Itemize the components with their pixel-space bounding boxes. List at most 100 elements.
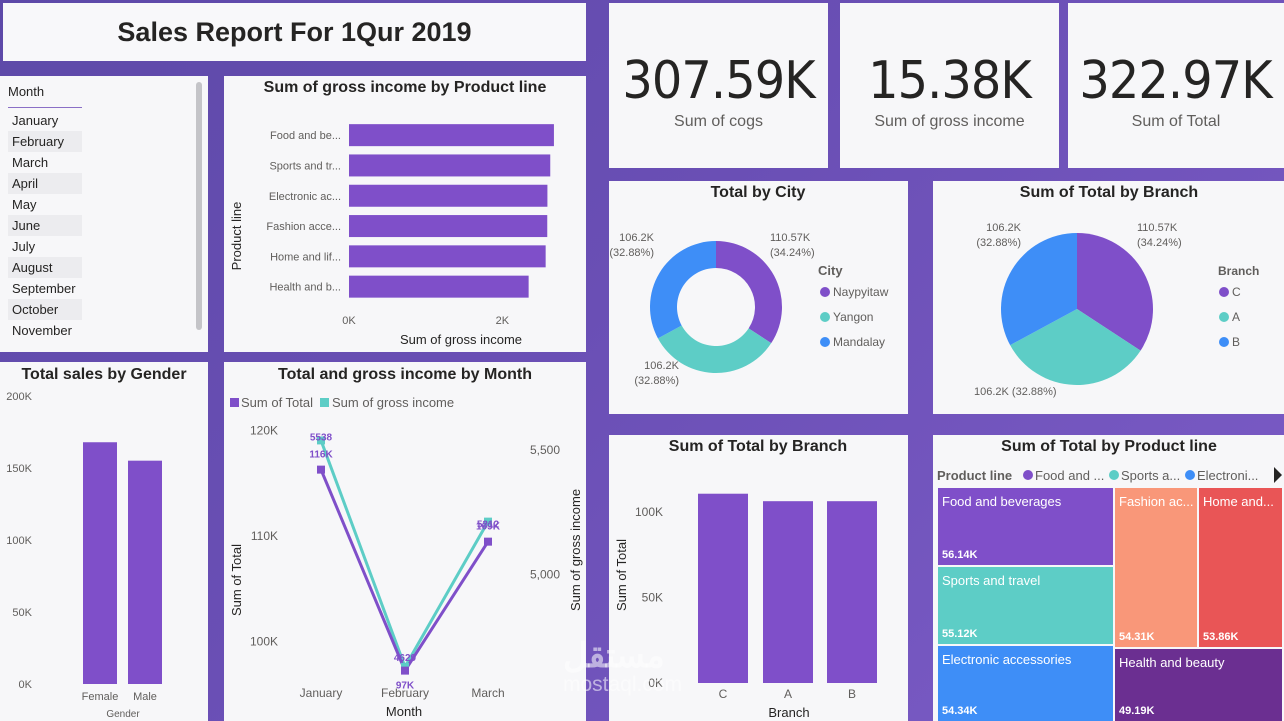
data-label: 106.2K (619, 232, 655, 244)
chart-total-by-branch-bar[interactable]: Sum of Total by Branch Sum of Total Bran… (609, 435, 908, 721)
data-label-total: 116K (309, 450, 333, 461)
treemap-cell-name: Sports and travel (942, 573, 1041, 588)
y-tick-label: Sports and tr... (269, 160, 341, 172)
legend-label-total: Sum of Total (241, 395, 313, 410)
legend-title: Branch (1218, 264, 1259, 278)
treemap-cell-sports[interactable]: Sports and travel 55.12K (938, 567, 1113, 644)
gender-chart-svg: Total sales by Gender Gender 0K 50K 100K 15… (6, 366, 186, 720)
hbar-chart-svg: Sum of gross income by Product line Prod… (229, 79, 554, 347)
legend-dot (820, 312, 830, 322)
data-label-gross: 4629 (394, 653, 417, 664)
slicer-item-november[interactable]: November (12, 323, 72, 338)
bar (128, 460, 162, 684)
legend-label-gross: Sum of gross income (332, 395, 454, 410)
slicer-item-january[interactable]: January (12, 113, 59, 128)
report-title: Sales Report For 1Qur 2019 (117, 16, 472, 47)
kpi-value: 307.59K (622, 51, 815, 111)
treemap-cell-name: Home and... (1203, 494, 1274, 509)
slicer-item-march[interactable]: March (12, 155, 49, 170)
slicer-item-february[interactable]: February (8, 131, 82, 152)
data-label-gross: 5212 (477, 520, 500, 531)
kpi-card-cogs[interactable]: 307.59K Sum of cogs (609, 3, 828, 168)
chart-total-by-city[interactable]: Total by City City 110.57K (34.24%) 106.2K… (609, 181, 908, 414)
legend-dot (1023, 470, 1033, 480)
y-tick-label: 110K (251, 529, 278, 543)
slicer-item-july[interactable]: July (12, 239, 36, 254)
legend-dot (820, 337, 830, 347)
slicer-item-june[interactable]: June (8, 215, 82, 236)
slicer-item-april[interactable]: April (8, 173, 82, 194)
treemap-cell-fashion[interactable]: Fashion ac... 54.31K (1115, 488, 1197, 647)
bar (349, 154, 551, 177)
y-tick-label: Fashion acce... (266, 221, 341, 233)
x-tick-label: March (471, 686, 504, 700)
treemap-cell-home[interactable]: Home and... 53.86K (1199, 488, 1282, 647)
chart-total-by-product-treemap[interactable]: Sum of Total by Product line Product lin… (933, 435, 1284, 721)
bar (698, 493, 748, 683)
y-tick-label: Home and lif... (270, 251, 341, 263)
legend-item: Yangon (833, 310, 873, 324)
treemap-cell-food[interactable]: Food and beverages 56.14K (938, 488, 1113, 565)
treemap-cell-electronic[interactable]: Electronic accessories 54.34K (938, 646, 1113, 721)
kpi-label: Sum of gross income (874, 113, 1025, 130)
legend-marker-gross (320, 398, 329, 407)
donut-chart-svg: Total by City City 110.57K (34.24%) 106.2K… (609, 184, 888, 387)
month-slicer[interactable]: Month January February March April May J… (0, 76, 208, 352)
kpi-card-gross-income[interactable]: 15.38K Sum of gross income (840, 3, 1059, 168)
treemap-cell-health[interactable]: Health and beauty 49.19K (1115, 649, 1282, 721)
y-tick-label: 0K (19, 679, 33, 691)
bar (349, 184, 548, 207)
data-label: (34.24%) (1137, 237, 1182, 249)
data-label: 110.57K (770, 232, 811, 244)
pie-chart-svg: Sum of Total by Branch Branch 110.57K (34… (974, 184, 1259, 398)
y2-tick-label: 5,500 (530, 443, 560, 457)
x-tick-label: Male (133, 691, 157, 703)
data-label-total: 109K (476, 522, 501, 533)
chart-gross-income-by-product[interactable]: Sum of gross income by Product line Prod… (224, 76, 586, 352)
slicer-item-september[interactable]: September (12, 281, 76, 296)
y-tick-label: Health and b... (269, 282, 341, 294)
x-tick-label: Female (82, 691, 119, 703)
treemap-cell-value: 54.31K (1119, 631, 1155, 643)
y-tick-label: 120K (250, 424, 278, 438)
x-axis-label: Sum of gross income (400, 332, 522, 347)
branch-bar-svg: Sum of Total by Branch Sum of Total Bran… (614, 438, 877, 720)
chart-title: Sum of Total by Branch (669, 438, 847, 455)
treemap-cell-name: Food and beverages (942, 494, 1062, 509)
treemap-cell-value: 56.14K (942, 549, 978, 561)
y-axis-label: Sum of Total (229, 544, 244, 616)
slicer-header: Month (8, 84, 45, 99)
y-tick-label: Electronic ac... (269, 191, 341, 203)
legend-title: City (818, 263, 843, 278)
watermark-arabic: مستقل (563, 637, 665, 675)
series-point-total (317, 465, 325, 474)
watermark: مستقل mostaql.com (563, 638, 682, 696)
chart-title: Sum of Total by Product line (1001, 438, 1217, 455)
legend-item: A (1232, 310, 1240, 324)
slicer-divider (8, 107, 82, 108)
legend-item: Food and ... (1035, 468, 1104, 483)
y-axis-label: Product line (229, 202, 244, 271)
data-label: 106.2K (986, 222, 1022, 234)
x-axis-label: Branch (768, 705, 809, 720)
series-point-total (484, 537, 492, 546)
chart-total-by-branch-pie[interactable]: Sum of Total by Branch Branch 110.57K (34… (933, 181, 1284, 414)
slicer-scrollbar[interactable] (196, 82, 202, 330)
chart-total-and-gross-by-month[interactable]: Total and gross income by Month Sum of T… (224, 362, 586, 721)
legend-item: C (1232, 285, 1241, 299)
slicer-item-august[interactable]: August (8, 257, 82, 278)
watermark-latin: mostaql.com (563, 673, 683, 696)
slicer-item-may[interactable]: May (12, 197, 37, 212)
kpi-value: 322.97K (1079, 51, 1273, 111)
y-axis-label: Sum of Total (614, 539, 629, 611)
chart-sales-by-gender[interactable]: Total sales by Gender Gender 0K 50K 100K 15… (0, 362, 208, 721)
report-title-card: Sales Report For 1Qur 2019 (3, 3, 586, 61)
legend-next-arrow-icon[interactable] (1274, 467, 1282, 483)
x-tick-label: A (784, 687, 792, 701)
series-point-gross (317, 436, 325, 445)
treemap-cell-value: 53.86K (1203, 631, 1239, 643)
slicer-item-october[interactable]: October (8, 299, 82, 320)
legend-item: Mandalay (833, 335, 885, 349)
kpi-card-total[interactable]: 322.97K Sum of Total (1068, 3, 1284, 168)
kpi-label: Sum of Total (1131, 113, 1221, 130)
